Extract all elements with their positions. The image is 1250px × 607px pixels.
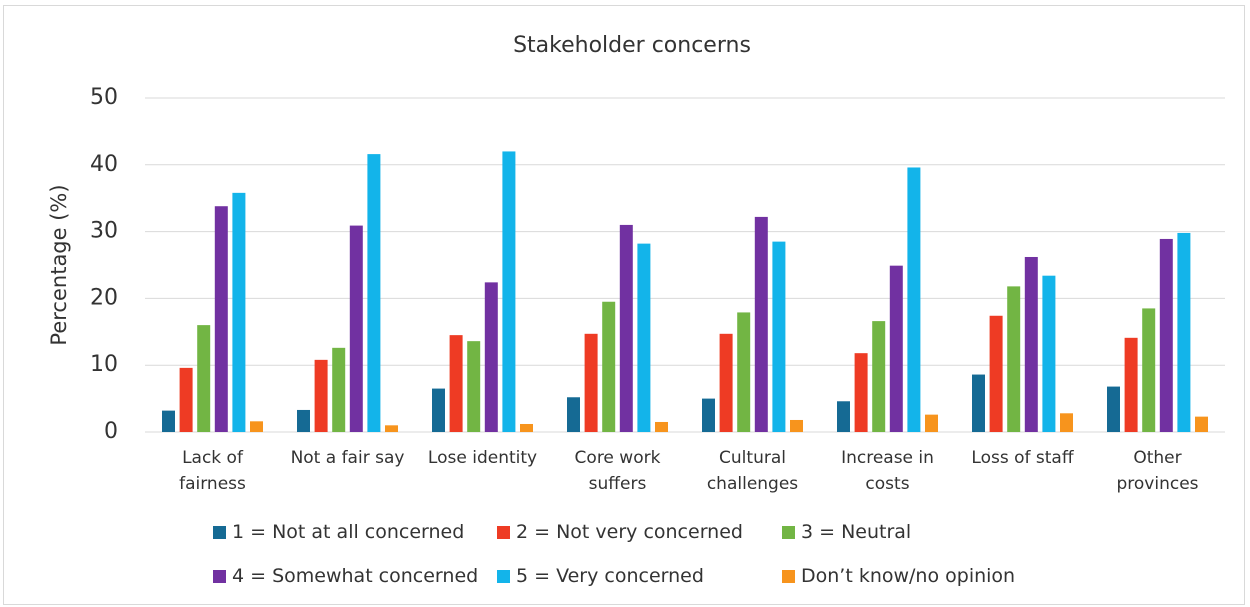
y-axis-label: Percentage (%) <box>47 184 71 345</box>
bar <box>449 335 463 432</box>
bar <box>772 241 786 432</box>
bar <box>872 321 886 432</box>
legend-label: Don’t know/no opinion <box>801 565 1016 587</box>
x-tick-label: Cultural challenges <box>706 448 799 494</box>
bar <box>1195 416 1208 432</box>
x-tick-label: Lose identity <box>427 448 538 468</box>
legend-item: 1 = Not at all concerned <box>213 521 464 543</box>
legend-swatch <box>497 569 510 583</box>
bar <box>737 312 751 432</box>
legend-swatch <box>213 569 226 583</box>
x-tick-label: Core work suffers <box>574 448 661 494</box>
bar <box>754 216 768 432</box>
bar <box>349 225 363 432</box>
bar <box>484 282 498 432</box>
y-tick-label: 30 <box>90 219 118 244</box>
bar <box>432 388 445 432</box>
bar <box>655 421 668 432</box>
bar <box>214 206 228 432</box>
chart-title: Stakeholder concerns <box>513 33 751 58</box>
bar <box>907 167 921 433</box>
bar <box>567 397 580 432</box>
bar <box>719 333 733 432</box>
bar <box>1124 337 1138 432</box>
bar <box>1060 413 1073 432</box>
legend-item: Don’t know/no opinion <box>782 565 1015 587</box>
legend-item: 5 = Very concerned <box>497 565 704 587</box>
legend-label: 3 = Neutral <box>801 521 912 543</box>
bar <box>502 151 516 432</box>
bar <box>1042 275 1056 432</box>
legend-item: 2 = Not very concerned <box>497 521 743 543</box>
chart-frame <box>3 5 1245 605</box>
legend-swatch <box>497 525 510 539</box>
legend-item: 3 = Neutral <box>782 521 911 543</box>
bar <box>1107 386 1120 432</box>
bar <box>854 353 868 432</box>
bar <box>602 301 616 432</box>
x-tick-label: Not a fair say <box>290 448 405 468</box>
bar <box>367 154 381 432</box>
bar <box>1177 232 1191 432</box>
bar <box>702 398 715 432</box>
legend-label: 1 = Not at all concerned <box>232 521 465 543</box>
bar <box>520 423 533 432</box>
legend-swatch <box>782 569 795 583</box>
bar <box>889 265 903 432</box>
bar <box>925 414 938 432</box>
bar <box>332 347 346 432</box>
y-tick-label: 40 <box>90 152 118 177</box>
bar <box>297 409 310 432</box>
x-tick-label: Lack of fairness <box>179 448 246 494</box>
bar <box>1142 308 1156 432</box>
bar <box>162 410 175 432</box>
bar <box>314 359 328 432</box>
y-tick-label: 50 <box>90 85 118 110</box>
bar <box>179 367 193 432</box>
bar <box>837 401 850 432</box>
legend-item: 4 = Somewhat concerned <box>213 565 478 587</box>
y-tick-label: 0 <box>104 419 118 444</box>
x-tick-label: Increase in costs <box>841 448 934 494</box>
bar <box>637 243 651 432</box>
bar <box>385 425 398 432</box>
legend-swatch <box>782 525 795 539</box>
bar <box>1159 238 1173 432</box>
bar <box>989 315 1003 432</box>
legend-label: 4 = Somewhat concerned <box>232 565 479 587</box>
bar <box>232 192 246 432</box>
bar <box>250 421 263 432</box>
legend-swatch <box>213 525 226 539</box>
bar <box>790 419 803 432</box>
bar <box>1007 286 1021 432</box>
x-tick-label: Loss of staff <box>971 448 1074 468</box>
legend-label: 5 = Very concerned <box>516 565 704 587</box>
y-tick-label: 10 <box>90 352 118 377</box>
bar <box>1024 256 1038 432</box>
bar <box>467 341 481 432</box>
bar <box>197 325 211 432</box>
bar <box>619 224 633 432</box>
x-tick-label: Other provinces <box>1116 448 1199 494</box>
y-tick-label: 20 <box>90 285 118 310</box>
bar <box>972 374 985 432</box>
bar <box>584 333 598 432</box>
legend-label: 2 = Not very concerned <box>516 521 743 543</box>
